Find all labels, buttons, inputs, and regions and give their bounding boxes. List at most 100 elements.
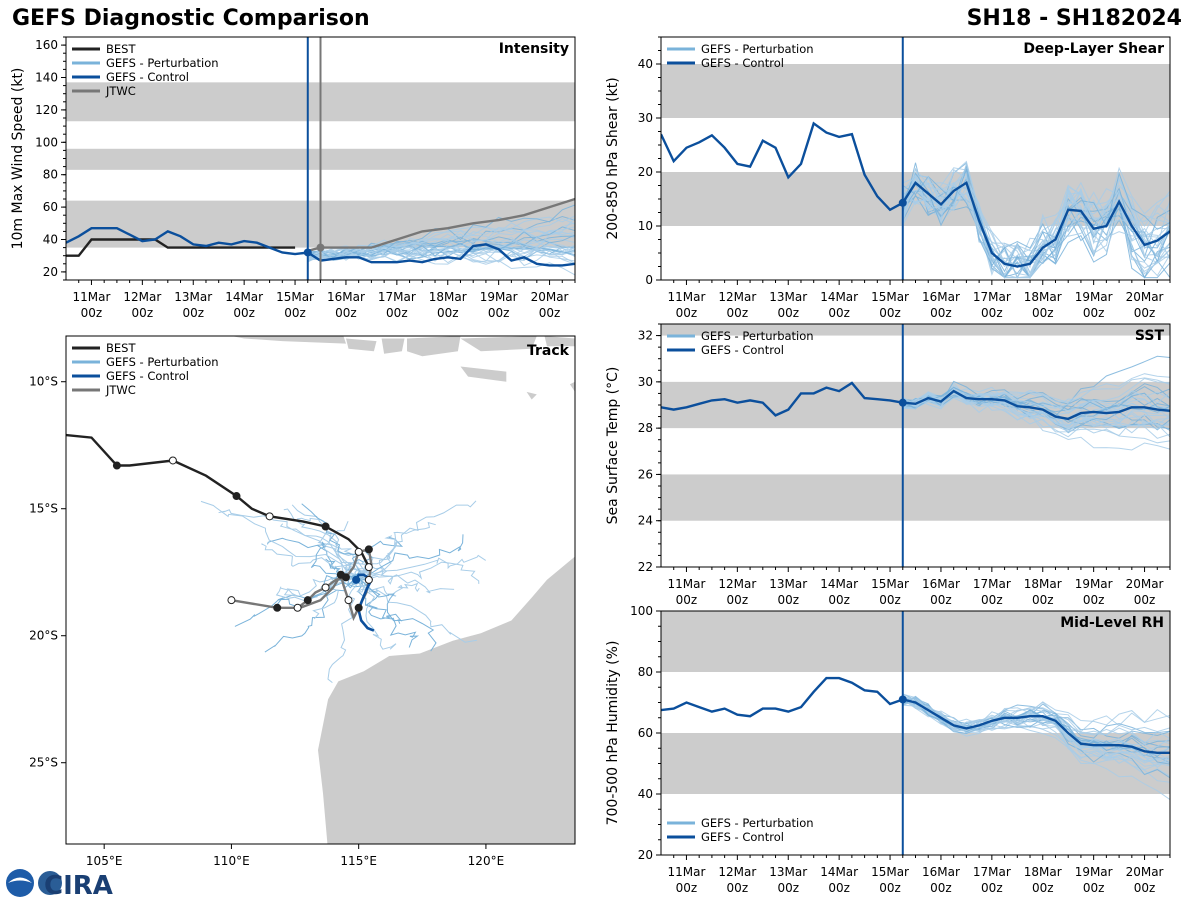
panel-frame — [65, 335, 576, 845]
y-tick-label: 10 — [638, 219, 653, 233]
x-tick-day-label: 18Mar — [1024, 290, 1062, 304]
perturbation-track — [264, 578, 357, 653]
x-tick-hour-label: 00z — [1083, 593, 1105, 607]
control-init-marker — [352, 575, 361, 584]
jtwc-track-marker — [354, 603, 363, 612]
jtwc-track-marker — [344, 596, 353, 605]
x-tick-day-label: 17Mar — [378, 290, 416, 304]
best-track-marker — [232, 492, 241, 501]
x-tick-day-label: 17Mar — [973, 577, 1011, 591]
x-tick-hour-label: 00z — [1134, 881, 1156, 895]
series-line-best — [66, 238, 296, 257]
y-axis-label: 200-850 hPa Shear (kt) — [605, 77, 621, 239]
legend-label: GEFS - Perturbation — [701, 816, 814, 830]
x-tick-hour-label: 00z — [981, 881, 1003, 895]
perturbation-track — [365, 500, 477, 583]
x-tick-day-label: 15Mar — [871, 865, 909, 879]
x-tick-hour-label: 00z — [1134, 306, 1156, 320]
x-tick-day-label: 18Mar — [1024, 865, 1062, 879]
x-tick-day-label: 12Mar — [718, 865, 756, 879]
perturbation-member-line — [902, 697, 1170, 765]
y-tick-label: 28 — [638, 421, 653, 435]
x-tick-hour-label: 00z — [1032, 306, 1054, 320]
x-tick-hour-label: 00z — [437, 306, 459, 320]
x-tick-day-label: 11Mar — [667, 577, 705, 591]
land-island — [460, 366, 507, 382]
y-tick-label: 40 — [638, 57, 653, 71]
x-tick-day-label: 11Mar — [667, 290, 705, 304]
perturbation-member-line — [902, 161, 1170, 269]
x-tick-hour-label: 00z — [676, 881, 698, 895]
x-tick-day-label: 14Mar — [820, 865, 858, 879]
x-tick-hour-label: 00z — [727, 881, 749, 895]
x-tick-hour-label: 00z — [386, 306, 408, 320]
legend-label: GEFS - Control — [106, 369, 189, 383]
threshold-band — [661, 611, 1170, 672]
x-tick-day-label: 20Mar — [1126, 865, 1164, 879]
x-tick-day-label: 12Mar — [718, 577, 756, 591]
x-tick-day-label: 16Mar — [922, 290, 960, 304]
y-tick-label: 26 — [638, 467, 653, 481]
perturbation-track — [359, 578, 437, 652]
x-tick-day-label: 15Mar — [276, 290, 314, 304]
legend-label: JTWC — [105, 84, 136, 98]
x-tick-hour-label: 00z — [539, 306, 561, 320]
noaa-logo-bird-icon — [8, 877, 32, 883]
jtwc-track-marker — [303, 596, 312, 605]
perturbation-track — [327, 578, 358, 683]
x-tick-hour-label: 00z — [930, 593, 952, 607]
x-tick-day-label: 20Mar — [531, 290, 569, 304]
jtwc-track-marker — [321, 583, 330, 592]
x-tick-day-label: 13Mar — [174, 290, 212, 304]
legend-label: GEFS - Perturbation — [701, 42, 814, 56]
y-tick-label: 120 — [35, 103, 58, 117]
panel-sst: 22 24 26 28 30 32 11Mar 00z 12Mar 00z 13Mar 00z 14Ma… — [605, 323, 1171, 607]
x-tick-day-label: 14Mar — [225, 290, 263, 304]
y-tick-label: 0 — [645, 273, 653, 287]
y-tick-label: 20 — [638, 848, 653, 862]
figure-title: GEFS Diagnostic Comparison — [12, 6, 370, 31]
threshold-band — [661, 474, 1170, 521]
y-tick-label: 20 — [43, 265, 58, 279]
y-tick-label: 140 — [35, 71, 58, 85]
y-tick-label: 20 — [638, 165, 653, 179]
x-tick-hour-label: 00z — [132, 306, 154, 320]
y-tick-label: 60 — [638, 726, 653, 740]
x-tick-hour-label: 00z — [1083, 306, 1105, 320]
panel-frame — [660, 323, 1171, 568]
x-tick-hour-label: 00z — [930, 881, 952, 895]
x-tick-day-label: 14Mar — [820, 577, 858, 591]
perturbation-track — [359, 582, 420, 597]
best-track-marker — [321, 522, 330, 531]
perturbation-member-line — [307, 226, 575, 261]
y-axis-label: 10m Max Wind Speed (kt) — [10, 68, 26, 250]
jtwc-track-marker — [364, 545, 373, 554]
panel-rh: 20 40 60 80 100 11Mar 00z 12Mar 00z 13Mar 00z 14Mar… — [605, 604, 1171, 895]
perturbation-track — [354, 580, 477, 643]
lon-tick-label: 110°E — [213, 854, 250, 868]
land-island — [544, 336, 575, 347]
x-tick-day-label: 14Mar — [820, 290, 858, 304]
x-tick-hour-label: 00z — [182, 306, 204, 320]
legend-label: GEFS - Control — [106, 70, 189, 84]
x-tick-hour-label: 00z — [1134, 593, 1156, 607]
lat-tick-label: 15°S — [29, 502, 58, 516]
y-tick-label: 30 — [638, 111, 653, 125]
jtwc-track-marker — [273, 603, 282, 612]
jtwc-track-line — [231, 547, 373, 622]
perturbation-track — [296, 517, 359, 583]
land-island — [526, 391, 537, 400]
perturbation-member-line — [902, 695, 1170, 745]
series-line-jtwc — [307, 197, 575, 252]
y-tick-label: 30 — [638, 375, 653, 389]
perturbation-track — [360, 581, 403, 624]
best-track-marker — [168, 456, 177, 465]
perturbation-member-line — [902, 170, 1170, 279]
perturbation-member-line — [902, 696, 1170, 779]
x-tick-day-label: 18Mar — [429, 290, 467, 304]
x-tick-day-label: 19Mar — [1075, 577, 1113, 591]
x-tick-hour-label: 00z — [981, 593, 1003, 607]
y-tick-label: 60 — [43, 200, 58, 214]
lat-tick-label: 10°S — [29, 375, 58, 389]
